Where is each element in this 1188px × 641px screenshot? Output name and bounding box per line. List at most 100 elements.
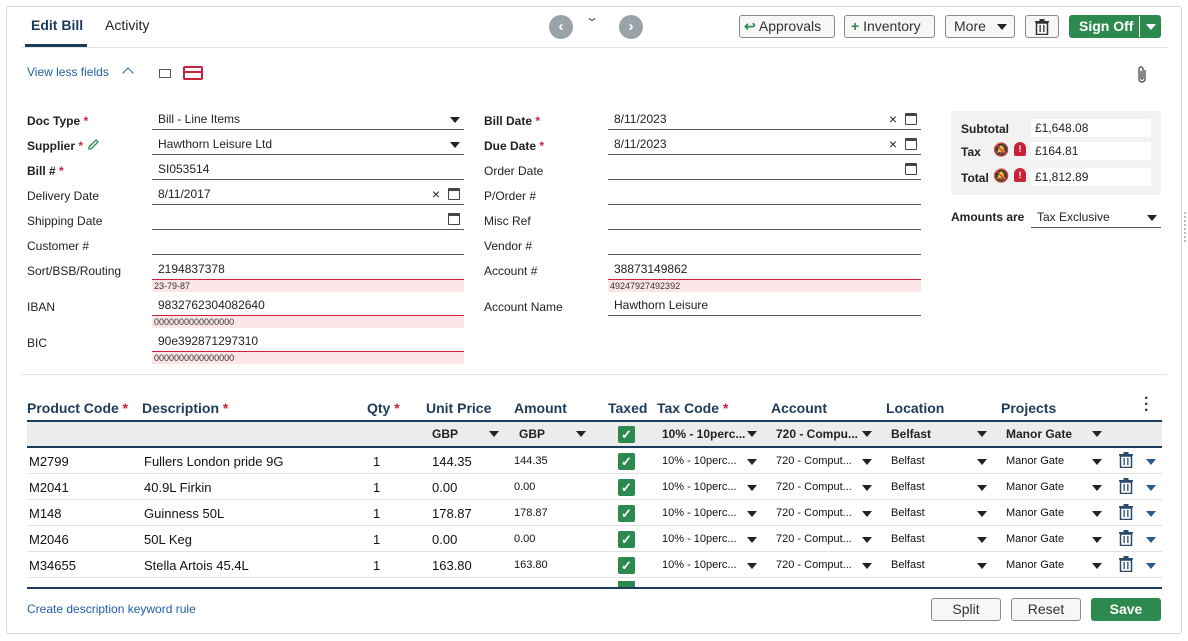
previous-bill-icon[interactable]: ‹	[549, 15, 573, 39]
projects-bulk-select[interactable]: Manor Gate	[1006, 427, 1073, 441]
col-description[interactable]: Description *	[142, 400, 229, 416]
qty-cell[interactable]: 1	[373, 558, 381, 573]
location-cell[interactable]: Belfast	[891, 481, 925, 493]
next-bill-icon[interactable]: ›	[619, 15, 643, 39]
table-row[interactable]: M2046 50L Keg 1 0.00 0.00 10% - 10perc... 720 …	[27, 526, 1162, 552]
alert-bell-icon[interactable]: !	[1014, 168, 1026, 182]
col-location[interactable]: Location	[886, 400, 945, 416]
bell-off-icon[interactable]: 🔕	[993, 142, 1010, 157]
tax-code-cell[interactable]: 10% - 10perc...	[662, 507, 737, 519]
product-code-cell[interactable]: M148	[29, 506, 62, 521]
description-cell[interactable]: Fullers London pride 9G	[144, 454, 284, 469]
location-cell[interactable]: Belfast	[891, 455, 925, 467]
calendar-icon[interactable]	[905, 138, 917, 150]
taxed-checkbox[interactable]: ✓	[618, 505, 635, 522]
card-view-icon[interactable]	[183, 66, 203, 80]
tab-edit-bill[interactable]: Edit Bill	[31, 17, 84, 33]
clear-icon[interactable]: ×	[888, 111, 897, 127]
product-code-cell[interactable]: M2041	[29, 480, 69, 495]
chevron-down-icon[interactable]	[1092, 459, 1102, 465]
unit-price-cell[interactable]: 163.80	[432, 558, 472, 573]
delivery-date-input[interactable]: 8/11/2017 ×	[152, 185, 464, 205]
calendar-icon[interactable]	[905, 113, 917, 125]
chevron-down-icon[interactable]	[1092, 563, 1102, 569]
customer-number-input[interactable]	[152, 235, 464, 255]
location-cell[interactable]: Belfast	[891, 533, 925, 545]
taxed-checkbox[interactable]: ✓	[618, 453, 635, 470]
chevron-down-icon[interactable]	[862, 563, 872, 569]
chevron-down-icon[interactable]	[977, 459, 987, 465]
row-expand-chevron-icon[interactable]	[1146, 485, 1156, 491]
tax-code-cell[interactable]: 10% - 10perc...	[662, 481, 737, 493]
product-code-cell[interactable]: M2046	[29, 532, 69, 547]
alert-bell-icon[interactable]: !	[1014, 142, 1026, 156]
tax-code-cell[interactable]: 10% - 10perc...	[662, 559, 737, 571]
col-account[interactable]: Account	[771, 400, 827, 416]
col-projects[interactable]: Projects	[1001, 400, 1057, 416]
account-bulk-select[interactable]: 720 - Compu...	[776, 427, 859, 441]
sign-off-button[interactable]: Sign Off	[1069, 15, 1161, 38]
chevron-down-icon[interactable]	[977, 485, 987, 491]
bill-number-input[interactable]: SI053514	[152, 160, 464, 180]
delete-row-trash-icon[interactable]	[1119, 452, 1133, 468]
description-cell[interactable]: 50L Keg	[144, 532, 192, 547]
unit-price-cell[interactable]: 0.00	[432, 532, 458, 547]
column-options-kebab-icon[interactable]: · · ·	[1144, 390, 1150, 419]
approvals-button[interactable]: ↩ Approvals	[739, 15, 835, 38]
amounts-are-select[interactable]: Tax Exclusive	[1031, 208, 1161, 228]
paperclip-icon[interactable]	[1135, 65, 1149, 85]
chevron-down-icon[interactable]	[977, 431, 987, 437]
tax-code-bulk-select[interactable]: 10% - 10perc...	[662, 427, 746, 441]
due-date-input[interactable]: 8/11/2023 ×	[608, 135, 921, 155]
account-cell[interactable]: 720 - Comput...	[776, 559, 852, 571]
chevron-down-icon[interactable]	[1092, 485, 1102, 491]
chevron-down-icon[interactable]	[1092, 537, 1102, 543]
taxed-checkbox[interactable]	[618, 581, 635, 587]
table-row[interactable]: M2799 Fullers London pride 9G 1 144.35 144.3…	[27, 448, 1162, 474]
chevron-down-icon[interactable]	[862, 537, 872, 543]
project-cell[interactable]: Manor Gate	[1006, 533, 1065, 545]
shipping-date-input[interactable]	[152, 210, 464, 230]
clear-icon[interactable]: ×	[888, 136, 897, 152]
table-row[interactable]: M148 Guinness 50L 1 178.87 178.87 10% - 10per…	[27, 500, 1162, 526]
delete-row-trash-icon[interactable]	[1119, 504, 1133, 520]
chevron-down-icon[interactable]	[1092, 511, 1102, 517]
col-unit-price[interactable]: Unit Price	[426, 400, 492, 416]
chevron-down-icon[interactable]	[747, 511, 757, 517]
chevron-down-icon[interactable]	[862, 485, 872, 491]
tab-activity[interactable]: Activity	[105, 17, 150, 33]
unit-price-cell[interactable]: 178.87	[432, 506, 472, 521]
vendor-number-input[interactable]	[608, 235, 921, 255]
account-cell[interactable]: 720 - Comput...	[776, 455, 852, 467]
taxed-checkbox[interactable]: ✓	[618, 531, 635, 548]
sign-off-dropdown-icon[interactable]	[1146, 24, 1156, 30]
resize-handle[interactable]	[1184, 212, 1186, 242]
qty-cell[interactable]: 1	[373, 480, 381, 495]
account-cell[interactable]: 720 - Comput...	[776, 507, 852, 519]
sort-code-input[interactable]: 2194837378	[152, 260, 464, 280]
calendar-icon[interactable]	[448, 213, 460, 225]
project-cell[interactable]: Manor Gate	[1006, 507, 1065, 519]
qty-cell[interactable]: 1	[373, 454, 381, 469]
misc-ref-input[interactable]	[608, 210, 921, 230]
view-less-fields-link[interactable]: View less fields	[27, 65, 109, 79]
more-button[interactable]: More	[945, 15, 1015, 38]
po-number-input[interactable]	[608, 185, 921, 205]
bic-input[interactable]: 90e392871297310	[152, 332, 464, 352]
iban-input[interactable]: 9832762304082640	[152, 296, 464, 316]
taxed-checkbox[interactable]: ✓	[618, 479, 635, 496]
description-cell[interactable]: 40.9L Firkin	[144, 480, 212, 495]
description-cell[interactable]: Stella Artois 45.4L	[144, 558, 249, 573]
col-amount[interactable]: Amount	[514, 400, 567, 416]
inventory-button[interactable]: + Inventory	[844, 15, 935, 38]
taxed-checkbox[interactable]: ✓	[618, 557, 635, 574]
row-expand-chevron-icon[interactable]	[1146, 563, 1156, 569]
edit-supplier-pencil-icon[interactable]	[87, 138, 100, 151]
save-button[interactable]: Save	[1091, 598, 1161, 621]
unit-price-cell[interactable]: 0.00	[432, 480, 458, 495]
account-name-input[interactable]: Hawthorn Leisure	[608, 296, 921, 316]
chevron-down-icon[interactable]	[977, 563, 987, 569]
account-number-input[interactable]: 38873149862	[608, 260, 921, 280]
project-cell[interactable]: Manor Gate	[1006, 455, 1065, 467]
delete-bill-button[interactable]	[1025, 15, 1059, 38]
